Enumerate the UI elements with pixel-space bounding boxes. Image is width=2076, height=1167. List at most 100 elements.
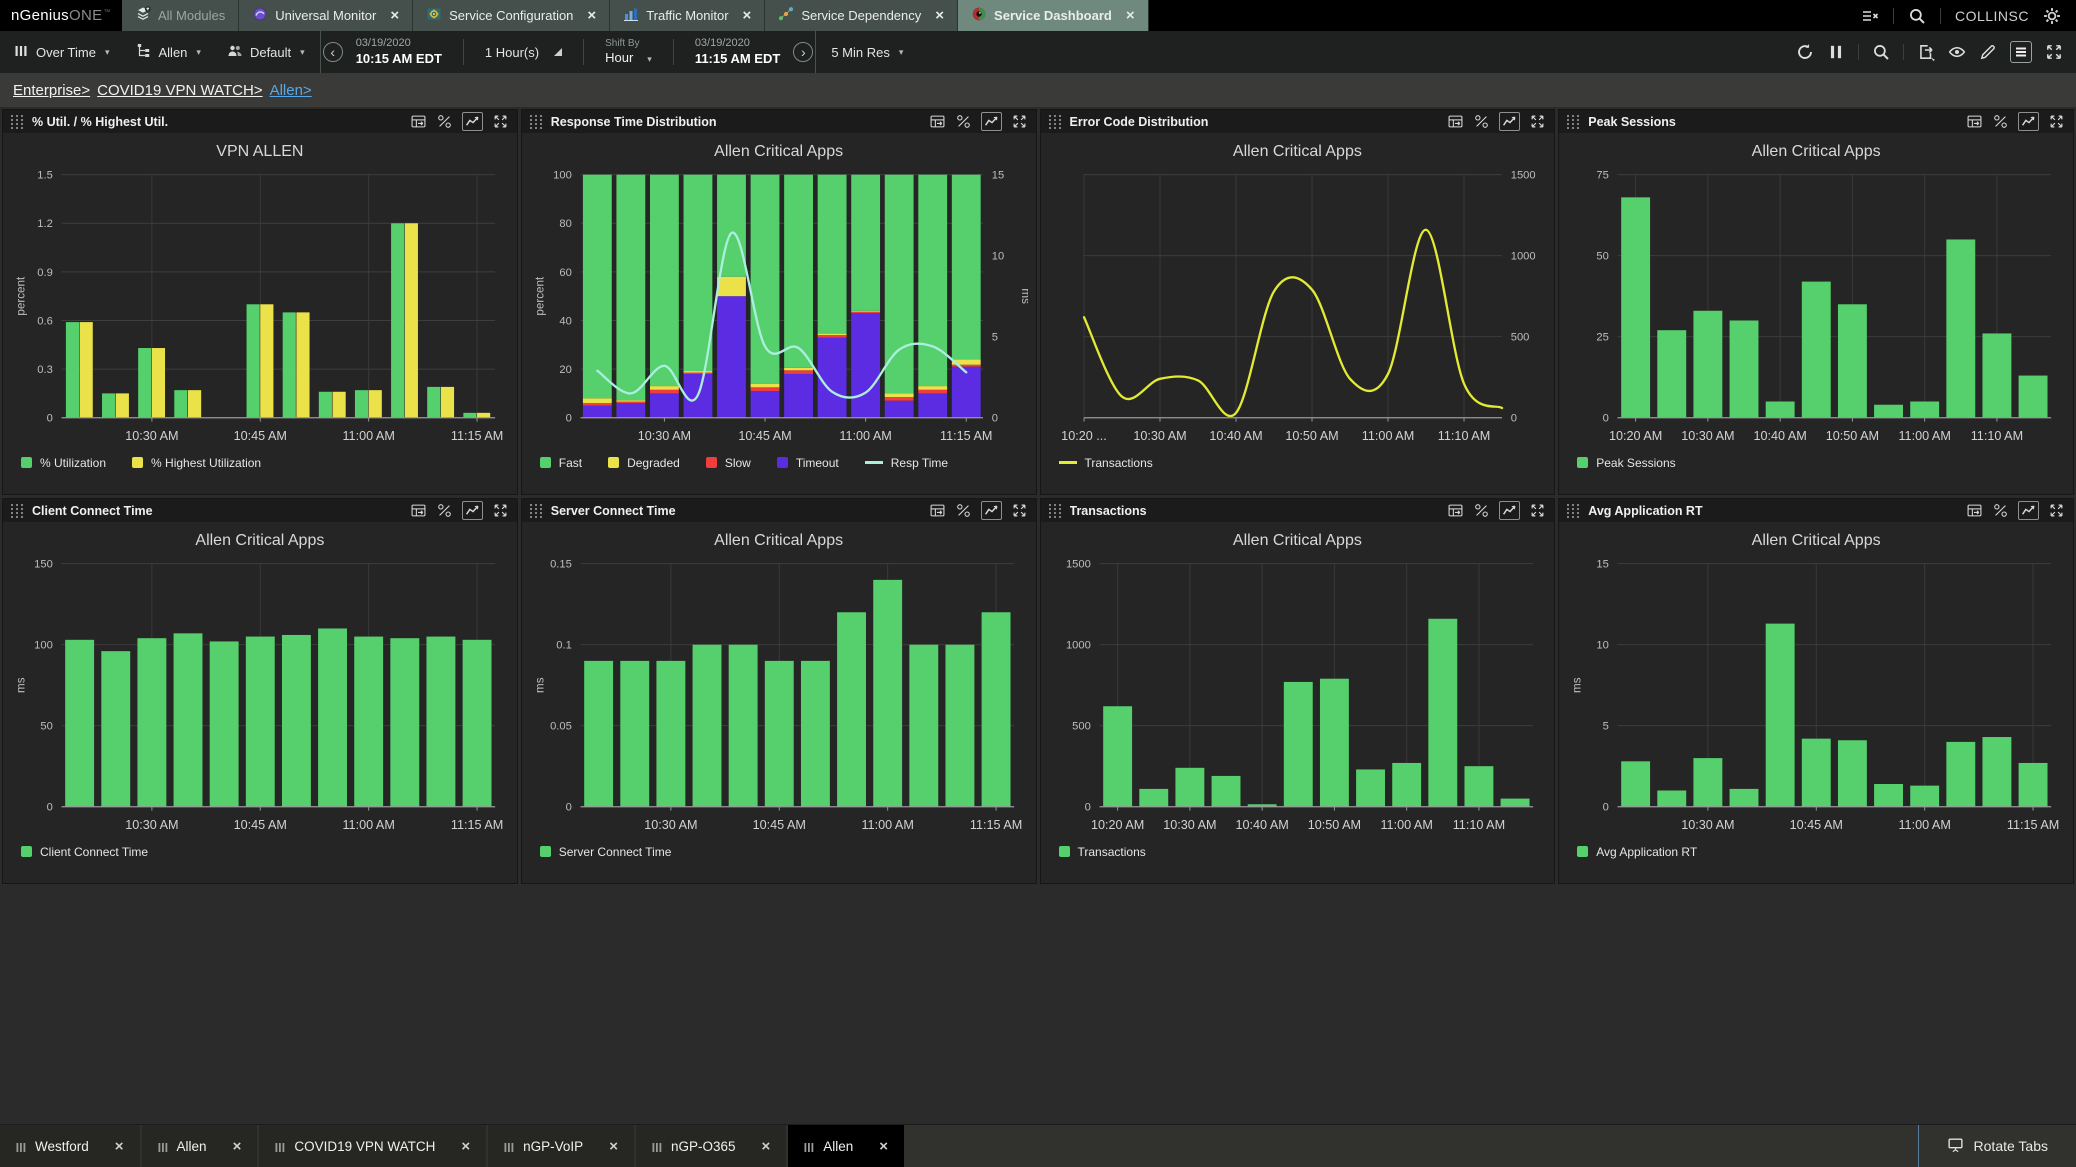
panel-header[interactable]: Error Code Distribution — [1041, 110, 1555, 133]
panel-header[interactable]: Server Connect Time — [522, 499, 1036, 522]
shift-forward-button[interactable]: › — [793, 42, 813, 62]
panel-expand-icon[interactable] — [1529, 503, 1546, 518]
close-icon[interactable]: × — [115, 1138, 124, 1155]
profile-dropdown[interactable]: Default▾ — [214, 43, 318, 62]
close-icon[interactable]: × — [935, 8, 944, 23]
start-datetime[interactable]: 03/19/2020 10:15 AM EDT — [343, 36, 455, 67]
end-datetime[interactable]: 03/19/2020 11:15 AM EDT — [682, 36, 794, 67]
duration-control[interactable]: 1 Hour(s) — [472, 45, 575, 60]
panel-header[interactable]: Client Connect Time — [3, 499, 517, 522]
drag-handle-icon[interactable] — [1049, 504, 1062, 518]
tab-universal-monitor[interactable]: Universal Monitor × — [239, 0, 413, 31]
close-icon[interactable]: × — [461, 1138, 470, 1155]
bottom-tab-westford[interactable]: Westford× — [0, 1125, 140, 1167]
chart-view-icon[interactable] — [462, 501, 483, 520]
refresh-icon[interactable] — [1796, 43, 1814, 61]
edit-icon[interactable] — [1979, 43, 1997, 61]
panel-settings-icon[interactable] — [955, 114, 972, 129]
drag-handle-icon[interactable] — [1567, 115, 1580, 129]
table-view-icon[interactable] — [1966, 503, 1983, 518]
bottom-tab-covid19-vpn-watch[interactable]: COVID19 VPN WATCH× — [259, 1125, 486, 1167]
panel-settings-icon[interactable] — [955, 503, 972, 518]
eye-icon[interactable] — [1948, 43, 1966, 61]
bottom-tab-allen-2[interactable]: Allen× — [788, 1125, 904, 1167]
shift-by-dropdown[interactable]: Shift By Hour▾ — [592, 38, 665, 67]
panel-expand-icon[interactable] — [2048, 503, 2065, 518]
context-dropdown[interactable]: Allen▾ — [123, 43, 214, 62]
panel-expand-icon[interactable] — [492, 114, 509, 129]
breadcrumb-enterprise[interactable]: Enterprise> — [13, 82, 90, 99]
close-icon[interactable]: × — [762, 1138, 771, 1155]
close-icon[interactable]: × — [609, 1138, 618, 1155]
hide-menu-icon[interactable] — [1861, 7, 1879, 25]
breadcrumb-allen[interactable]: Allen> — [270, 82, 312, 99]
close-icon[interactable]: × — [587, 8, 596, 23]
breadcrumb-covid19-vpn-watch[interactable]: COVID19 VPN WATCH> — [97, 82, 262, 99]
panel-expand-icon[interactable] — [1011, 503, 1028, 518]
hierarchy-icon — [136, 43, 152, 62]
search-icon[interactable] — [1872, 43, 1890, 61]
panel-header[interactable]: Peak Sessions — [1559, 110, 2073, 133]
drag-handle-icon[interactable] — [11, 504, 24, 518]
chart-view-icon[interactable] — [462, 112, 483, 131]
bottom-tab-allen-1[interactable]: Allen× — [142, 1125, 258, 1167]
panel-settings-icon[interactable] — [1992, 503, 2009, 518]
chart-view-icon[interactable] — [1499, 112, 1520, 131]
close-icon[interactable]: × — [390, 8, 399, 23]
table-view-icon[interactable] — [929, 503, 946, 518]
svg-text:60: 60 — [559, 267, 571, 279]
tab-service-dashboard[interactable]: Service Dashboard × — [958, 0, 1149, 31]
panel-expand-icon[interactable] — [1011, 114, 1028, 129]
panel-settings-icon[interactable] — [436, 114, 453, 129]
panel-expand-icon[interactable] — [1529, 114, 1546, 129]
panel-settings-icon[interactable] — [1992, 114, 2009, 129]
chart-view-icon[interactable] — [981, 112, 1002, 131]
bottom-tab-ngp-voip[interactable]: nGP-VoIP× — [488, 1125, 634, 1167]
list-view-icon[interactable] — [2010, 41, 2032, 63]
panel-settings-icon[interactable] — [1473, 114, 1490, 129]
username[interactable]: COLLINSC — [1955, 8, 2029, 24]
panel-expand-icon[interactable] — [2048, 114, 2065, 129]
drag-handle-icon[interactable] — [11, 115, 24, 129]
tab-all-modules[interactable]: All Modules — [122, 0, 239, 31]
panel-settings-icon[interactable] — [1473, 503, 1490, 518]
fullscreen-icon[interactable] — [2045, 43, 2063, 61]
close-icon[interactable]: × — [879, 1138, 888, 1155]
view-mode-dropdown[interactable]: Over Time▾ — [0, 43, 123, 62]
panel-expand-icon[interactable] — [492, 503, 509, 518]
table-view-icon[interactable] — [410, 503, 427, 518]
close-icon[interactable]: × — [233, 1138, 242, 1155]
chart-legend: % Utilization% Highest Utilization — [11, 447, 509, 470]
chart-view-icon[interactable] — [1499, 501, 1520, 520]
tab-service-dependency[interactable]: Service Dependency × — [765, 0, 958, 31]
close-icon[interactable]: × — [1126, 8, 1135, 23]
table-view-icon[interactable] — [1447, 503, 1464, 518]
resolution-dropdown[interactable]: 5 Min Res▾ — [818, 45, 916, 60]
drag-handle-icon[interactable] — [1567, 504, 1580, 518]
panel-header[interactable]: Avg Application RT — [1559, 499, 2073, 522]
export-icon[interactable] — [1917, 43, 1935, 61]
close-icon[interactable]: × — [743, 8, 752, 23]
panel-header[interactable]: % Util. / % Highest Util. — [3, 110, 517, 133]
drag-handle-icon[interactable] — [530, 115, 543, 129]
gear-icon[interactable] — [2043, 7, 2061, 25]
tab-service-configuration[interactable]: Service Configuration × — [413, 0, 610, 31]
pause-icon[interactable] — [1827, 43, 1845, 61]
table-view-icon[interactable] — [929, 114, 946, 129]
drag-handle-icon[interactable] — [1049, 115, 1062, 129]
bottom-tab-ngp-o365[interactable]: nGP-O365× — [636, 1125, 786, 1167]
table-view-icon[interactable] — [1966, 114, 1983, 129]
chart-view-icon[interactable] — [2018, 501, 2039, 520]
table-view-icon[interactable] — [410, 114, 427, 129]
drag-handle-icon[interactable] — [530, 504, 543, 518]
shift-back-button[interactable]: ‹ — [323, 42, 343, 62]
panel-header[interactable]: Response Time Distribution — [522, 110, 1036, 133]
panel-settings-icon[interactable] — [436, 503, 453, 518]
search-icon[interactable] — [1908, 7, 1926, 25]
tab-traffic-monitor[interactable]: Traffic Monitor × — [610, 0, 765, 31]
chart-view-icon[interactable] — [2018, 112, 2039, 131]
table-view-icon[interactable] — [1447, 114, 1464, 129]
chart-view-icon[interactable] — [981, 501, 1002, 520]
rotate-tabs-button[interactable]: Rotate Tabs — [1918, 1125, 2076, 1167]
panel-header[interactable]: Transactions — [1041, 499, 1555, 522]
